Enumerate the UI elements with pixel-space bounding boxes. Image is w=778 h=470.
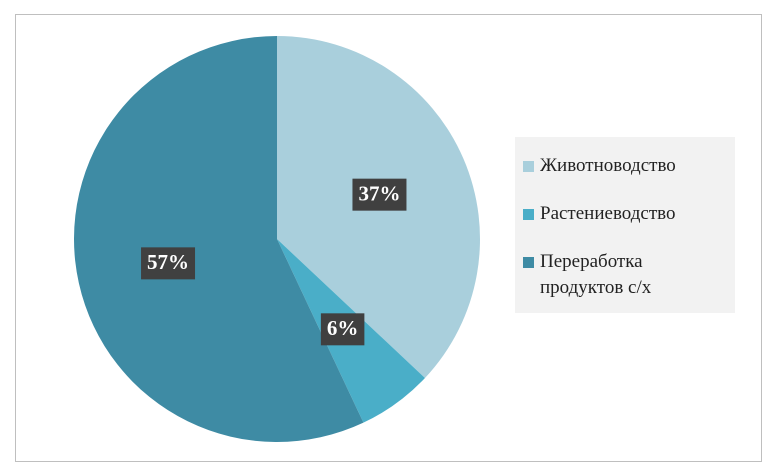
legend-item: Растениеводство (523, 201, 727, 227)
data-label-text: 57% (147, 250, 189, 274)
data-label: 37% (352, 178, 407, 211)
data-label-text: 37% (358, 181, 400, 205)
data-label-text: 6% (327, 316, 359, 340)
legend-label: Животноводство (540, 155, 676, 176)
legend-label: Растениеводство (540, 203, 676, 224)
legend-swatch (523, 257, 534, 268)
legend-swatch (523, 209, 534, 220)
pie-slice (74, 36, 364, 442)
legend-item: Переработка продуктов с/х (523, 249, 727, 301)
data-label: 57% (141, 247, 196, 280)
data-label-box (320, 313, 365, 346)
data-label-box (352, 178, 407, 211)
legend-item: Животноводство (523, 153, 727, 179)
legend-label: Переработка продуктов с/х (540, 251, 652, 298)
data-label: 6% (320, 313, 365, 346)
legend-swatch (523, 161, 534, 172)
legend: Животноводство Растениеводство Переработка… (515, 137, 735, 313)
data-label-box (141, 247, 196, 280)
